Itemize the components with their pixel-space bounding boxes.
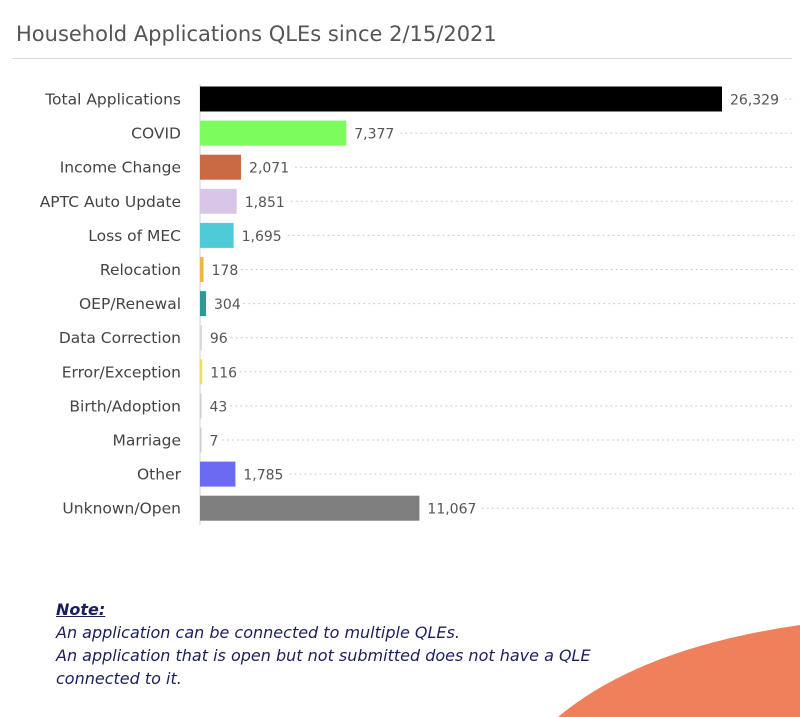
note-heading: Note: (56, 600, 106, 619)
bar (200, 495, 420, 521)
category-label: Error/Exception (62, 363, 181, 381)
value-label: 304 (214, 297, 241, 313)
swoosh-shape (558, 625, 800, 717)
bar (200, 393, 202, 419)
value-label: 178 (212, 263, 239, 279)
bar (200, 222, 234, 248)
category-label: Income Change (60, 159, 181, 177)
value-label: 7,377 (354, 127, 394, 143)
category-label: Unknown/Open (62, 500, 181, 518)
bar (200, 325, 202, 351)
chart-panel-title: Household Applications QLEs since 2/15/2… (16, 22, 497, 46)
bar (200, 154, 242, 180)
value-label: 11,067 (427, 502, 476, 518)
value-label: 96 (210, 331, 228, 347)
category-label: COVID (131, 125, 181, 143)
bar (200, 188, 237, 214)
value-label: 1,851 (245, 195, 285, 211)
value-label: 26,329 (730, 93, 779, 109)
category-label: Total Applications (44, 91, 181, 109)
bar (200, 427, 202, 453)
bar (200, 120, 347, 146)
category-label: APTC Auto Update (40, 193, 181, 211)
value-label: 1,695 (242, 229, 282, 245)
note-line-2: An application that is open but not subm… (56, 646, 591, 688)
category-label: OEP/Renewal (79, 295, 181, 313)
bar (200, 86, 722, 112)
value-label: 1,785 (243, 468, 283, 484)
category-label: Marriage (112, 432, 181, 450)
note-line-1: An application can be connected to multi… (56, 623, 460, 642)
category-label: Data Correction (59, 329, 181, 347)
note-box: Note: An application can be connected to… (56, 598, 616, 690)
value-label: 116 (210, 365, 237, 381)
category-label: Relocation (100, 261, 181, 279)
value-label: 7 (210, 434, 219, 450)
category-label: Birth/Adoption (69, 397, 181, 415)
category-label: Other (137, 466, 182, 484)
bar (200, 359, 203, 385)
value-label: 2,071 (249, 161, 289, 177)
value-label: 43 (210, 399, 228, 415)
bar (200, 257, 204, 282)
bar (200, 291, 207, 317)
title-divider (12, 58, 792, 59)
category-label: Loss of MEC (88, 227, 181, 245)
bar-chart: Total Applications 26,329 COVID 7,377 Income… (40, 84, 795, 525)
bar (200, 461, 236, 487)
